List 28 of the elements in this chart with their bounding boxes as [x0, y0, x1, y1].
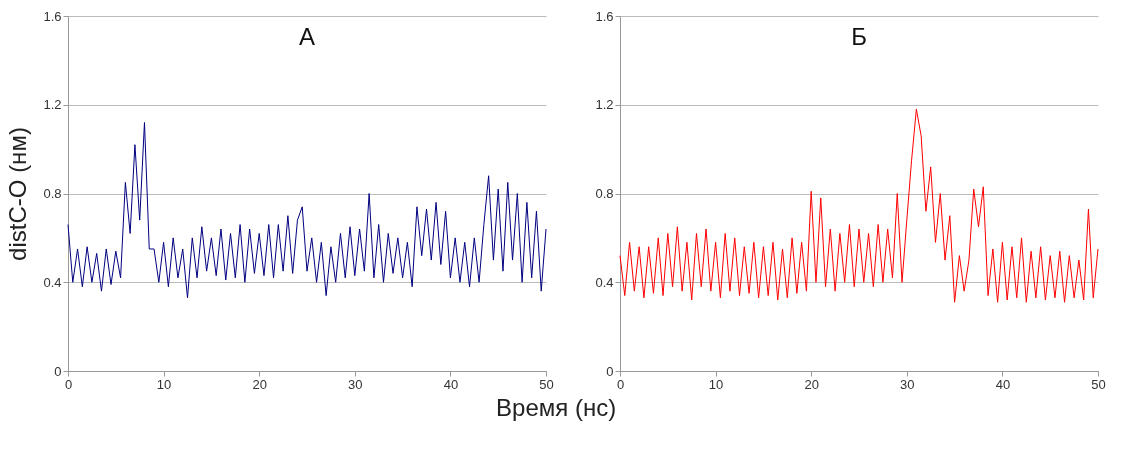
y-tick-label: 1.6	[595, 8, 614, 24]
x-tick-label: 0	[616, 376, 625, 392]
y-tick-label: 0	[606, 363, 614, 379]
y-tick-label: 1.6	[43, 8, 62, 24]
x-tick-label: 20	[252, 376, 267, 392]
line-series	[619, 108, 1099, 303]
chart-title: А	[298, 23, 316, 50]
y-tick-label: 1.2	[595, 97, 614, 113]
chart-title: Б	[851, 23, 867, 50]
y-tick-label: 0.4	[43, 274, 62, 290]
y-tick-label: 0.8	[43, 186, 62, 201]
x-tick-label: 10	[156, 376, 172, 392]
y-tick-label: 1.2	[43, 97, 62, 113]
x-tick-label: 40	[995, 376, 1011, 392]
line-series	[67, 122, 547, 299]
x-tick-label: 50	[1091, 376, 1106, 392]
y-tick-label: 0	[54, 363, 62, 379]
x-tick-label: 40	[443, 376, 459, 392]
y-axis-title: distC-O (нм)	[4, 127, 32, 261]
x-tick-label: 10	[708, 376, 724, 392]
y-tick-label: 0.4	[595, 274, 614, 290]
x-tick-label: 50	[539, 376, 554, 392]
x-tick-label: 0	[64, 376, 73, 392]
x-tick-label: 20	[804, 376, 819, 392]
x-tick-label: 30	[900, 376, 915, 392]
y-tick-label: 0.8	[595, 186, 614, 201]
x-axis-title: Время (нс)	[496, 394, 617, 421]
x-tick-label: 30	[348, 376, 363, 392]
